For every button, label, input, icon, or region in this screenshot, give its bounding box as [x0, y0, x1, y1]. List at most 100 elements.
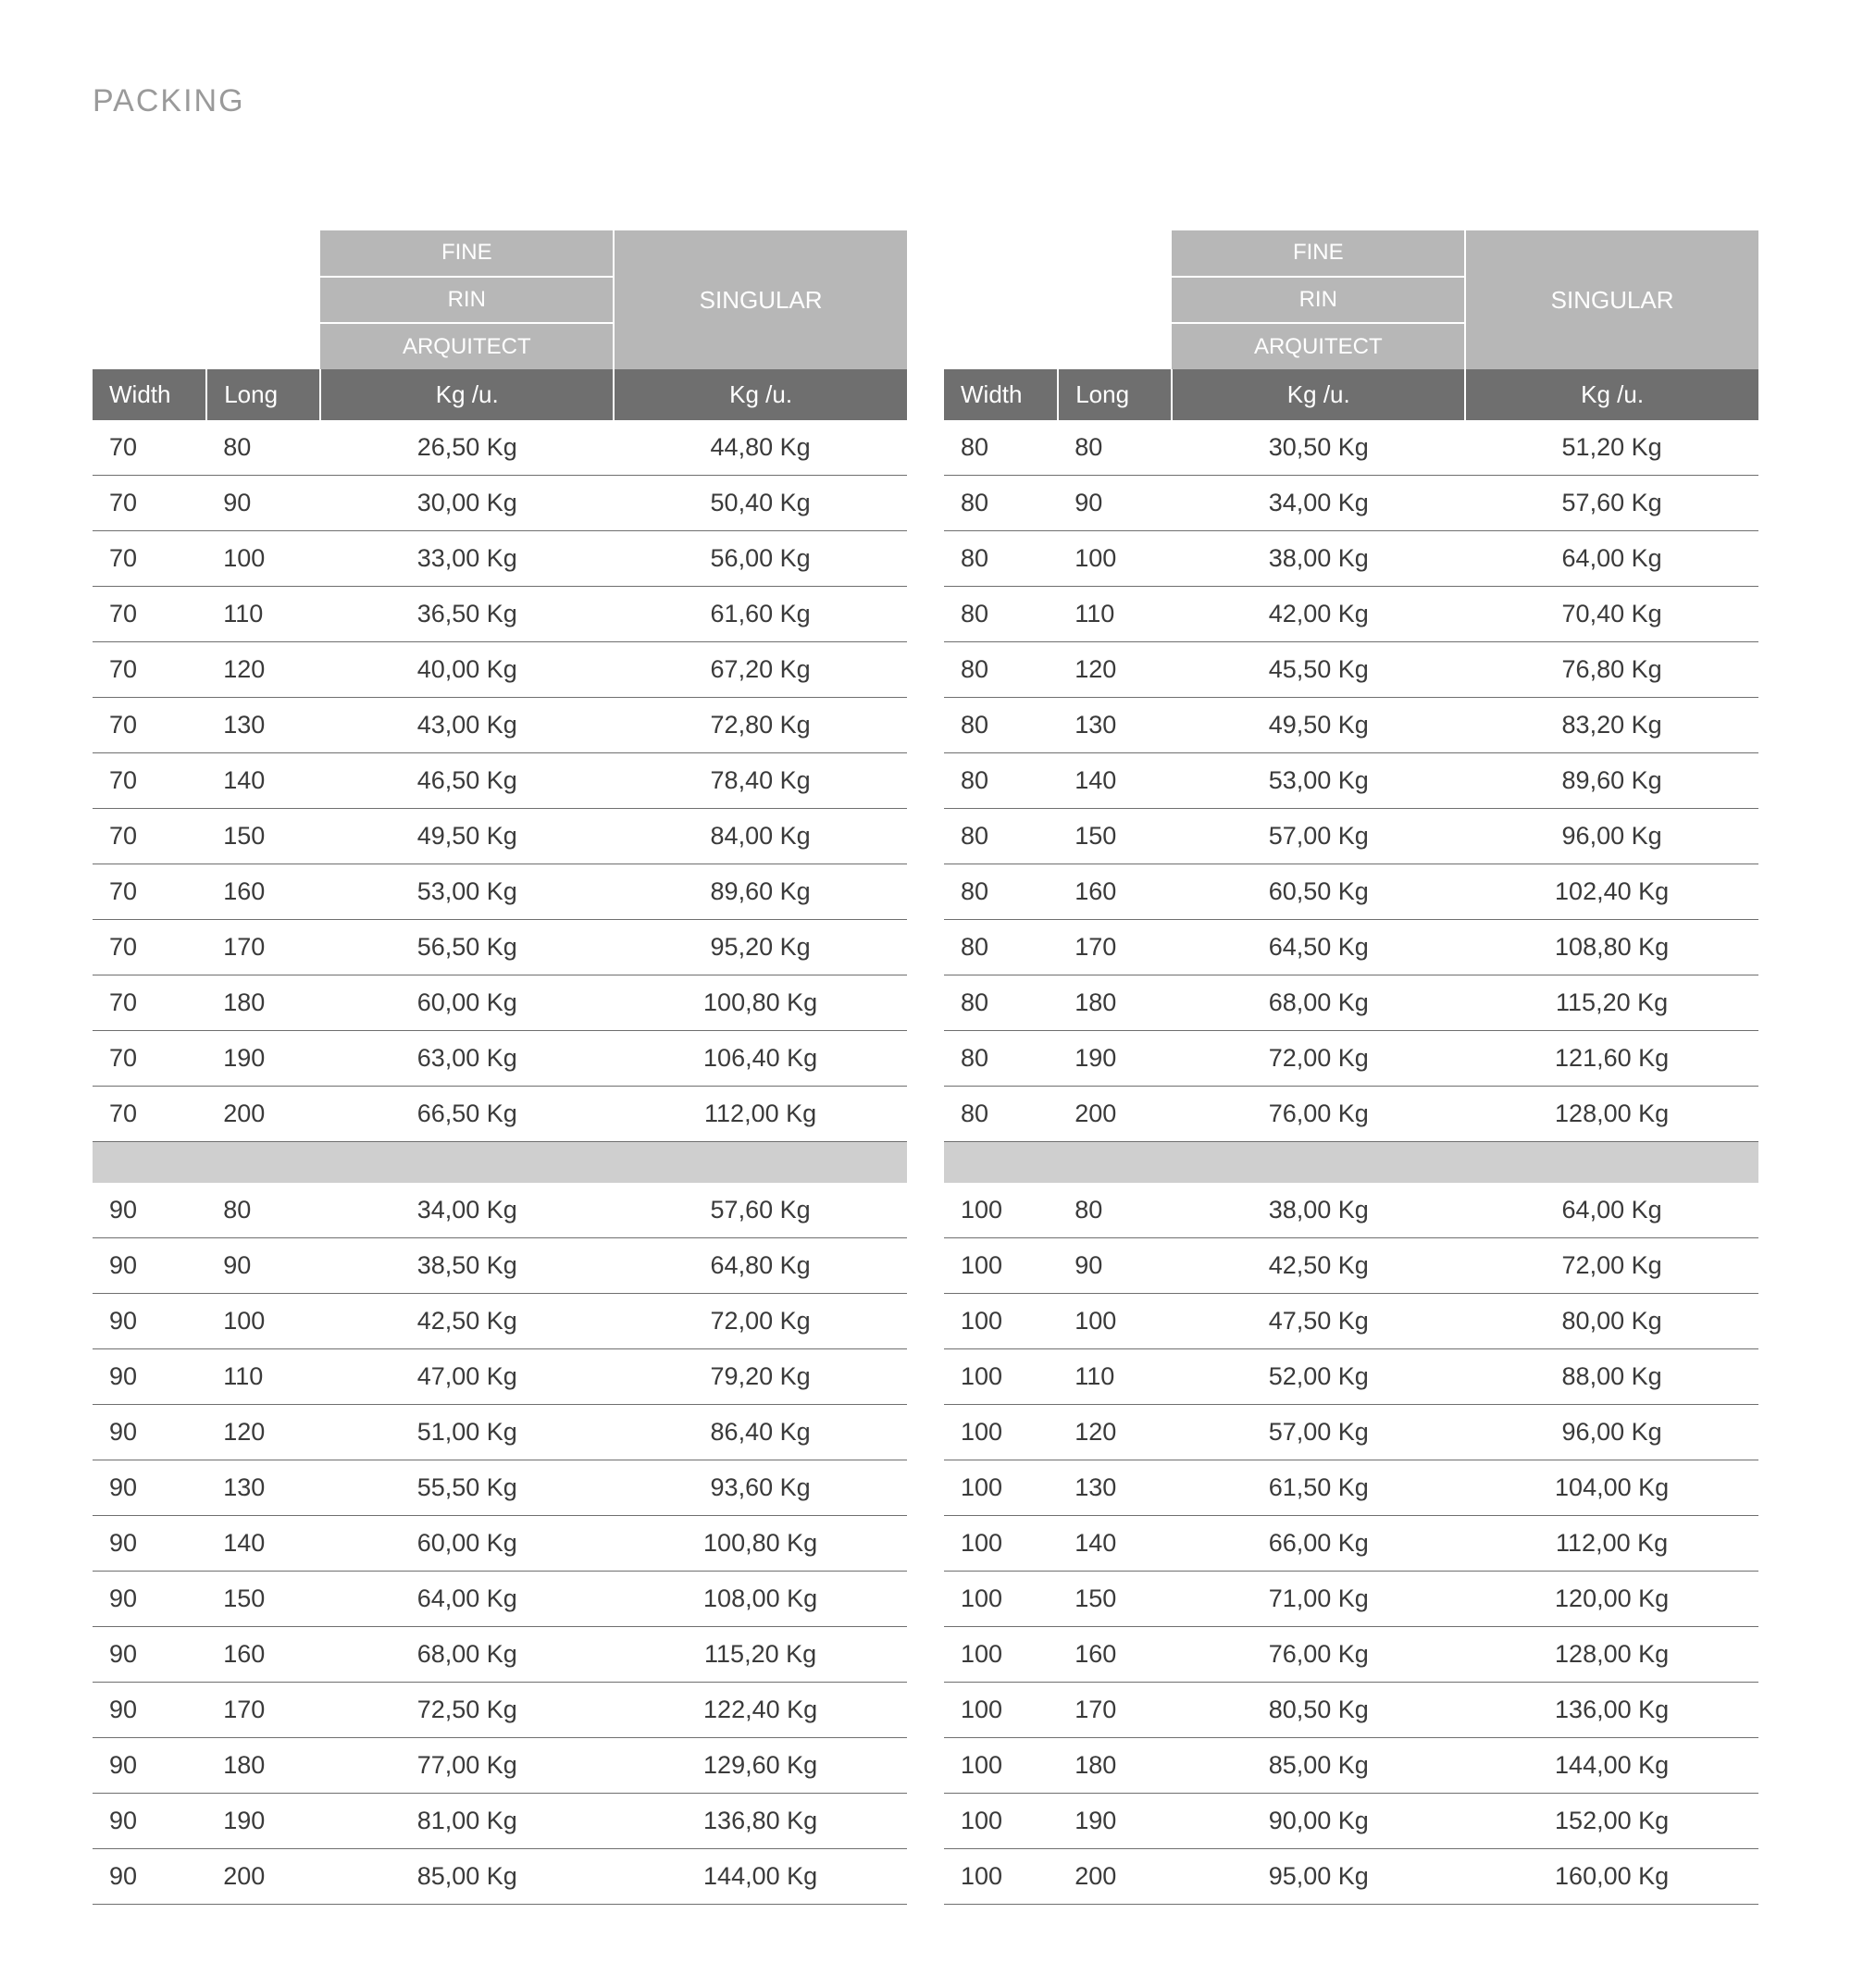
cell-kg-b: 80,00 Kg: [1465, 1293, 1758, 1348]
cell-kg-b: 136,00 Kg: [1465, 1682, 1758, 1737]
table-row: 7017056,50 Kg95,20 Kg: [93, 920, 907, 975]
cell-kg-b: 95,20 Kg: [614, 920, 907, 975]
cell-width: 90: [93, 1737, 206, 1793]
table-row: 10018085,00 Kg144,00 Kg: [944, 1737, 1758, 1793]
header-blank: [944, 230, 1058, 369]
cell-width: 80: [944, 587, 1058, 642]
cell-kg-a: 56,50 Kg: [320, 920, 614, 975]
packing-table-right: FINERINARQUITECTSINGULARWidthLongKg /u.K…: [944, 230, 1758, 1905]
table-row: 809034,00 Kg57,60 Kg: [944, 476, 1758, 531]
cell-width: 80: [944, 975, 1058, 1031]
table-row: 8015057,00 Kg96,00 Kg: [944, 809, 1758, 864]
table-row: 9016068,00 Kg115,20 Kg: [93, 1626, 907, 1682]
cell-kg-b: 115,20 Kg: [1465, 975, 1758, 1031]
table-row: 7012040,00 Kg67,20 Kg: [93, 642, 907, 698]
table-row: 7011036,50 Kg61,60 Kg: [93, 587, 907, 642]
table-row: 8012045,50 Kg76,80 Kg: [944, 642, 1758, 698]
cell-long: 90: [206, 1237, 320, 1293]
cell-kg-a: 40,00 Kg: [320, 642, 614, 698]
cell-kg-b: 115,20 Kg: [614, 1626, 907, 1682]
cell-kg-b: 96,00 Kg: [1465, 809, 1758, 864]
cell-long: 140: [206, 753, 320, 809]
cell-kg-b: 120,00 Kg: [1465, 1571, 1758, 1626]
cell-kg-b: 128,00 Kg: [1465, 1626, 1758, 1682]
cell-kg-a: 66,00 Kg: [1172, 1515, 1465, 1571]
table-row: 909038,50 Kg64,80 Kg: [93, 1237, 907, 1293]
cell-width: 80: [944, 420, 1058, 476]
header-stack-item: RIN: [320, 278, 613, 325]
cell-long: 90: [1058, 476, 1172, 531]
cell-kg-a: 43,00 Kg: [320, 698, 614, 753]
table-row: 7014046,50 Kg78,40 Kg: [93, 753, 907, 809]
table-row: 7020066,50 Kg112,00 Kg: [93, 1087, 907, 1142]
cell-kg-a: 60,00 Kg: [320, 975, 614, 1031]
table-row: 10013061,50 Kg104,00 Kg: [944, 1460, 1758, 1515]
cell-kg-b: 84,00 Kg: [614, 809, 907, 864]
table-row: 1009042,50 Kg72,00 Kg: [944, 1237, 1758, 1293]
table-row: 10016076,00 Kg128,00 Kg: [944, 1626, 1758, 1682]
cell-width: 70: [93, 1031, 206, 1087]
cell-width: 100: [944, 1626, 1058, 1682]
cell-width: 70: [93, 753, 206, 809]
col-header-long: Long: [206, 369, 320, 420]
cell-long: 130: [1058, 698, 1172, 753]
cell-long: 200: [1058, 1848, 1172, 1904]
cell-width: 80: [944, 753, 1058, 809]
cell-long: 200: [1058, 1087, 1172, 1142]
cell-kg-b: 57,60 Kg: [614, 1183, 907, 1238]
table-row: 9018077,00 Kg129,60 Kg: [93, 1737, 907, 1793]
cell-long: 190: [1058, 1031, 1172, 1087]
table-row: 10017080,50 Kg136,00 Kg: [944, 1682, 1758, 1737]
cell-width: 80: [944, 1031, 1058, 1087]
cell-kg-a: 64,00 Kg: [320, 1571, 614, 1626]
cell-kg-a: 76,00 Kg: [1172, 1087, 1465, 1142]
cell-width: 90: [93, 1626, 206, 1682]
table-row: 9010042,50 Kg72,00 Kg: [93, 1293, 907, 1348]
cell-long: 110: [206, 587, 320, 642]
cell-long: 170: [206, 1682, 320, 1737]
cell-long: 170: [1058, 1682, 1172, 1737]
table-row: 8016060,50 Kg102,40 Kg: [944, 864, 1758, 920]
cell-width: 70: [93, 698, 206, 753]
cell-width: 70: [93, 476, 206, 531]
table-row: 709030,00 Kg50,40 Kg: [93, 476, 907, 531]
cell-kg-b: 129,60 Kg: [614, 1737, 907, 1793]
cell-kg-a: 47,00 Kg: [320, 1348, 614, 1404]
table-row: 10011052,00 Kg88,00 Kg: [944, 1348, 1758, 1404]
cell-width: 90: [93, 1515, 206, 1571]
cell-kg-b: 96,00 Kg: [1465, 1404, 1758, 1460]
cell-long: 110: [206, 1348, 320, 1404]
cell-long: 110: [1058, 1348, 1172, 1404]
cell-kg-a: 90,00 Kg: [1172, 1793, 1465, 1848]
table-row: 1008038,00 Kg64,00 Kg: [944, 1183, 1758, 1238]
cell-kg-b: 51,20 Kg: [1465, 420, 1758, 476]
cell-kg-a: 53,00 Kg: [320, 864, 614, 920]
cell-width: 90: [93, 1293, 206, 1348]
cell-width: 70: [93, 920, 206, 975]
cell-long: 80: [1058, 420, 1172, 476]
cell-kg-b: 93,60 Kg: [614, 1460, 907, 1515]
cell-kg-b: 61,60 Kg: [614, 587, 907, 642]
table-row: 9020085,00 Kg144,00 Kg: [93, 1848, 907, 1904]
table-row: 10012057,00 Kg96,00 Kg: [944, 1404, 1758, 1460]
table-row: 10015071,00 Kg120,00 Kg: [944, 1571, 1758, 1626]
table-spacer: [944, 1142, 1758, 1183]
cell-kg-a: 68,00 Kg: [1172, 975, 1465, 1031]
cell-kg-a: 45,50 Kg: [1172, 642, 1465, 698]
header-blank: [93, 230, 206, 369]
cell-long: 120: [206, 1404, 320, 1460]
page-title: PACKING: [93, 83, 1758, 119]
cell-kg-b: 50,40 Kg: [614, 476, 907, 531]
cell-width: 70: [93, 642, 206, 698]
cell-kg-a: 51,00 Kg: [320, 1404, 614, 1460]
cell-long: 80: [206, 420, 320, 476]
cell-kg-a: 30,50 Kg: [1172, 420, 1465, 476]
cell-long: 200: [206, 1087, 320, 1142]
cell-width: 90: [93, 1793, 206, 1848]
table-row: 8014053,00 Kg89,60 Kg: [944, 753, 1758, 809]
cell-kg-a: 66,50 Kg: [320, 1087, 614, 1142]
cell-long: 180: [1058, 975, 1172, 1031]
table-row: 9012051,00 Kg86,40 Kg: [93, 1404, 907, 1460]
cell-kg-b: 89,60 Kg: [1465, 753, 1758, 809]
cell-kg-b: 72,00 Kg: [614, 1293, 907, 1348]
